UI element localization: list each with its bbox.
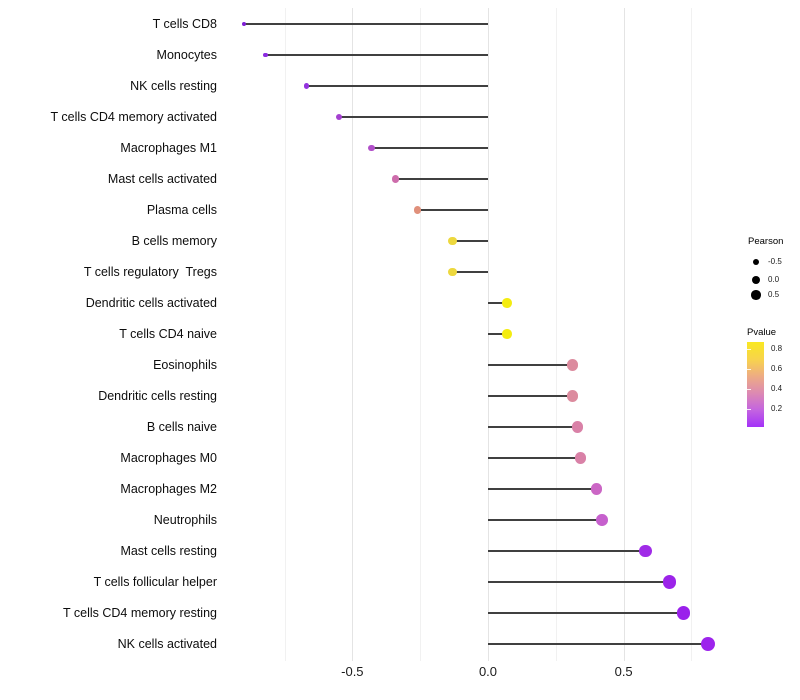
lollipop-stem <box>488 395 573 397</box>
size-legend-label: 0.0 <box>768 275 780 284</box>
size-legend-circle-medium <box>751 275 761 285</box>
lollipop-stem <box>488 333 507 335</box>
category-label: Mast cells resting <box>120 544 217 558</box>
lollipop-dot <box>566 390 578 402</box>
colorbar-tick-label: 0.2 <box>771 404 783 413</box>
lollipop-dot <box>700 637 715 651</box>
category-label: T cells follicular helper <box>93 575 217 589</box>
x-tick-label: -0.5 <box>341 664 364 679</box>
category-label: Macrophages M1 <box>120 141 217 155</box>
category-label: Dendritic cells resting <box>98 389 217 403</box>
category-label: T cells CD8 <box>152 17 217 31</box>
category-label: B cells naive <box>146 420 217 434</box>
chart-legend: Pearson -0.5 0.0 0.5 Pvalue 0.8 0.6 0.4 … <box>735 236 800 446</box>
x-tick-label: 0.0 <box>478 664 498 679</box>
lollipop-stem <box>488 457 581 459</box>
lollipop-dot <box>448 267 457 277</box>
lollipop-dot <box>335 113 342 120</box>
minor-gridline <box>555 8 557 661</box>
lollipop-stem <box>452 240 488 242</box>
lollipop-dot <box>676 606 691 620</box>
lollipop-stem <box>488 364 573 366</box>
lollipop-dot <box>367 144 375 152</box>
category-label: T cells CD4 naive <box>119 327 217 341</box>
lollipop-stem <box>371 147 488 149</box>
category-label: T cells CD4 memory activated <box>50 110 218 124</box>
lollipop-dot <box>413 206 422 214</box>
lollipop-stem <box>243 23 488 25</box>
category-label: Macrophages M2 <box>120 482 217 496</box>
colorbar-tick-label: 0.4 <box>771 384 783 393</box>
size-legend-circle-small <box>752 258 760 266</box>
category-label: NK cells activated <box>117 637 217 651</box>
colorbar-tick-label: 0.6 <box>771 364 783 373</box>
colorbar-tick-mark <box>747 389 751 390</box>
minor-gridline <box>691 8 693 661</box>
lollipop-stem <box>488 302 507 304</box>
lollipop-dot <box>502 298 512 308</box>
category-label: NK cells resting <box>130 79 217 93</box>
lollipop-dot <box>392 175 400 183</box>
lollipop-dot <box>639 544 652 558</box>
lollipop-dot <box>566 359 578 371</box>
category-label: Monocytes <box>156 48 217 62</box>
size-legend-label: -0.5 <box>768 257 782 266</box>
lollipop-stem <box>488 643 708 645</box>
category-label: Mast cells activated <box>107 172 217 186</box>
lollipop-stem <box>452 271 488 273</box>
lollipop-dot <box>448 236 457 246</box>
major-gridline <box>352 8 354 661</box>
category-label: T cells CD4 memory resting <box>63 606 217 620</box>
lollipop-dot <box>663 575 677 589</box>
lollipop-stem <box>488 550 646 552</box>
major-gridline <box>623 8 625 661</box>
minor-gridline <box>284 8 286 661</box>
lollipop-stem <box>417 209 488 211</box>
category-label: Dendritic cells activated <box>85 296 217 310</box>
lollipop-stem <box>488 612 684 614</box>
colorbar-tick-mark <box>747 409 751 410</box>
lollipop-dot <box>502 329 512 339</box>
lollipop-dot <box>571 421 584 433</box>
lollipop-dot <box>574 452 586 464</box>
category-label: Eosinophils <box>153 358 217 372</box>
category-label: Plasma cells <box>146 203 217 217</box>
size-legend-circle-large <box>751 290 761 300</box>
category-label: B cells memory <box>131 234 217 248</box>
lollipop-stem <box>488 581 670 583</box>
lollipop-stem <box>488 519 602 521</box>
lollipop-stem <box>338 116 488 118</box>
lollipop-dot <box>303 83 309 89</box>
lollipop-stem <box>488 488 597 490</box>
minor-gridline <box>420 8 422 661</box>
category-label: Macrophages M0 <box>120 451 217 465</box>
category-label: T cells regulatory Tregs <box>83 265 217 279</box>
colorbar-tick-label: 0.8 <box>771 344 783 353</box>
size-legend-label: 0.5 <box>768 290 780 299</box>
lollipop-stem <box>265 54 488 56</box>
lollipop-stem <box>306 85 488 87</box>
lollipop-dot <box>596 514 608 526</box>
colorbar-tick-mark <box>747 369 751 370</box>
pvalue-colorbar <box>747 342 764 427</box>
x-tick-label: 0.5 <box>614 664 633 679</box>
size-legend-title: Pearson <box>748 236 784 247</box>
colorbar-tick-mark <box>747 349 751 350</box>
category-label: Neutrophils <box>153 513 217 527</box>
lollipop-dot <box>590 483 603 495</box>
lollipop-stem <box>395 178 488 180</box>
colorbar-legend-title: Pvalue <box>747 327 777 338</box>
lollipop-dot <box>263 52 268 58</box>
lollipop-dot <box>241 22 246 26</box>
lollipop-stem <box>488 426 578 428</box>
